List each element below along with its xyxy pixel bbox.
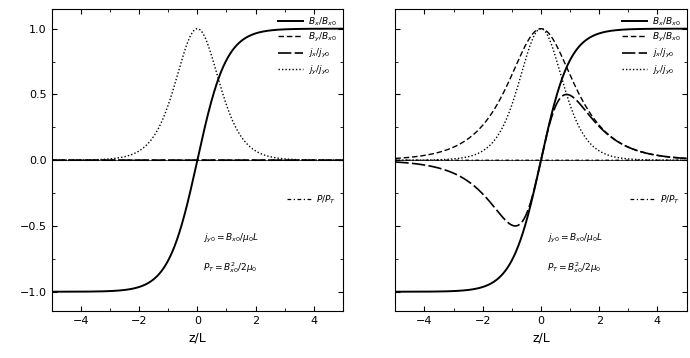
Legend: $P/P_T$: $P/P_T$ bbox=[627, 190, 684, 209]
Text: $j_{y0}=B_{x0}/\mu_0 L$: $j_{y0}=B_{x0}/\mu_0 L$ bbox=[546, 232, 603, 245]
X-axis label: z/L: z/L bbox=[188, 332, 206, 345]
X-axis label: z/L: z/L bbox=[532, 332, 550, 345]
Legend: $P/P_T$: $P/P_T$ bbox=[283, 190, 340, 209]
Text: $P_T=B^2_{x0}/2\mu_0$: $P_T=B^2_{x0}/2\mu_0$ bbox=[546, 260, 601, 275]
Text: $j_{y0}=B_{x0}/\mu_0 L$: $j_{y0}=B_{x0}/\mu_0 L$ bbox=[203, 232, 259, 245]
Text: $P_T=B^2_{x0}/2\mu_0$: $P_T=B^2_{x0}/2\mu_0$ bbox=[203, 260, 257, 275]
